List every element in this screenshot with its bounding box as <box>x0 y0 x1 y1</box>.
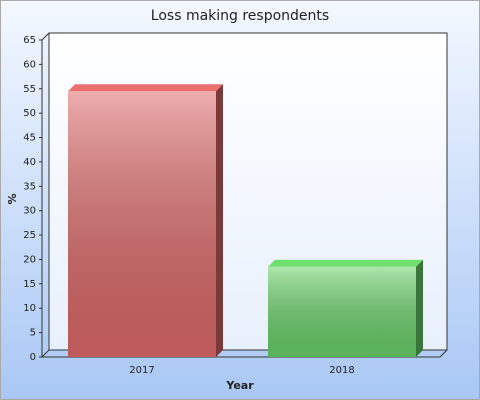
y-tick-label: 10 <box>23 303 36 314</box>
x-tick-label: 2017 <box>129 365 154 376</box>
chart-title: Loss making respondents <box>151 8 329 24</box>
y-tick-label: 50 <box>23 108 36 119</box>
y-tick-label: 45 <box>23 133 36 144</box>
y-tick-label: 30 <box>23 206 36 217</box>
x-tick-label: 2018 <box>329 365 354 376</box>
bar-top <box>268 259 423 267</box>
y-tick-label: 40 <box>23 157 36 168</box>
y-tick-label: 5 <box>30 328 36 339</box>
axis-frame <box>41 32 448 358</box>
x-axis-title: Year <box>225 379 254 392</box>
bar-top <box>68 84 223 92</box>
y-tick-label: 0 <box>30 352 36 363</box>
bar-side <box>416 259 423 357</box>
y-tick-label: 65 <box>23 35 36 46</box>
bar-shade <box>268 266 416 357</box>
y-tick-label: 20 <box>23 254 36 265</box>
y-tick-label: 25 <box>23 230 36 241</box>
bar-side <box>216 84 223 357</box>
y-tick-label: 60 <box>23 59 36 70</box>
bar-shade <box>68 91 216 357</box>
y-axis-title: % <box>6 193 19 204</box>
y-tick-label: 15 <box>23 279 36 290</box>
y-tick-label: 55 <box>23 84 36 95</box>
y-tick-label: 35 <box>23 181 36 192</box>
